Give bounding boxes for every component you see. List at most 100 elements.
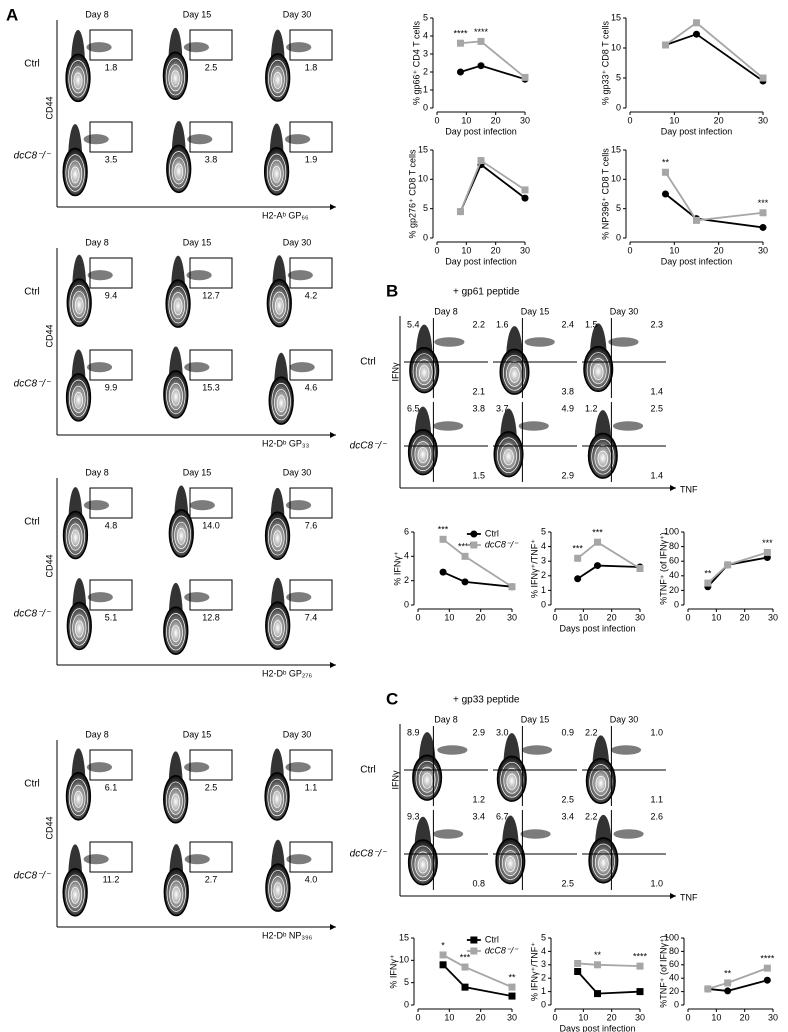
y-tick-label: 0: [541, 999, 546, 1009]
marker: [461, 963, 469, 971]
series-line: [459, 159, 526, 212]
gate: [89, 841, 133, 873]
gate: [89, 579, 133, 611]
y-tick-label: 3: [541, 556, 546, 566]
y-tick-label: 0: [616, 102, 621, 112]
day-header: Day 30: [283, 467, 312, 477]
cell-population: [184, 362, 210, 373]
gate: [89, 29, 133, 61]
gate: [289, 487, 333, 519]
y-tick-label: 3: [541, 959, 546, 969]
contour: [171, 157, 186, 185]
significance: **: [724, 968, 732, 978]
contour: [169, 151, 189, 189]
contour: [274, 389, 289, 417]
quadrant-percent: 3.0: [496, 727, 509, 737]
x-tick-label: 20: [491, 245, 501, 255]
contour: [165, 58, 186, 96]
series-line: [460, 64, 526, 81]
row-label: dcC8⁻/⁻: [350, 441, 387, 452]
quadrant-percent: 2.5: [561, 794, 574, 804]
cell-population: [268, 376, 294, 425]
marker: [477, 157, 485, 165]
cell-population: [87, 592, 113, 603]
marker: [439, 961, 447, 969]
quadrant-percent: 6.5: [407, 403, 420, 413]
significance: ***: [762, 538, 773, 548]
cell-population: [184, 592, 210, 603]
y-tick-label: 0: [423, 102, 428, 112]
y-axis-label: % IFNγ⁺: [392, 551, 402, 586]
x-axis-label: Days post infection: [559, 623, 635, 633]
cell-population: [286, 854, 312, 865]
contour: [69, 284, 89, 323]
x-tick-label: 30: [507, 1012, 517, 1022]
quadrant-percent: 1.4: [650, 386, 663, 396]
contour: [168, 619, 183, 647]
y-tick-label: 4: [541, 541, 546, 551]
y-tick-label: 100: [664, 932, 679, 942]
cell-population: [163, 775, 189, 824]
y-axis-label: CD44: [44, 324, 54, 347]
gate-percent: 7.4: [305, 612, 318, 622]
arrow-head: [670, 485, 676, 491]
contour: [71, 385, 86, 413]
quadrant-percent: 1.5: [585, 319, 598, 329]
gate: [89, 487, 133, 519]
quadrant-percent: 3.8: [472, 403, 485, 413]
gate: [189, 841, 233, 873]
contour: [593, 364, 604, 380]
y-tick-label: 0: [423, 232, 428, 242]
gate: [289, 841, 333, 873]
cell-population: [163, 370, 189, 419]
x-tick-label: 30: [507, 612, 517, 622]
x-tick-label: 30: [635, 612, 645, 622]
marker: [477, 37, 485, 45]
contour: [168, 787, 183, 815]
y-tick-label: 2: [423, 66, 428, 76]
y-tick-label: 2: [541, 973, 546, 983]
contour: [270, 614, 285, 642]
gate-percent: 4.8: [105, 520, 118, 530]
stimulation-label: + gp61 peptide: [453, 287, 520, 298]
contour: [418, 365, 430, 382]
gate: [289, 29, 333, 61]
gate-percent: 14.0: [202, 520, 220, 530]
marker: [693, 216, 700, 224]
cell-population: [407, 839, 438, 886]
significance: ***: [758, 198, 769, 208]
contour: [271, 382, 291, 421]
cell-population: [264, 772, 290, 821]
contour: [171, 70, 180, 88]
contour: [415, 760, 439, 797]
contour: [70, 166, 80, 184]
gate-percent: 3.5: [105, 154, 118, 164]
marker: [508, 992, 516, 1000]
contour: [269, 285, 289, 323]
marker: [763, 548, 771, 556]
day-header: Day 8: [85, 467, 109, 477]
legend-marker: [470, 541, 478, 549]
day-header: Day 30: [283, 729, 312, 739]
significance: **: [704, 568, 712, 578]
contour: [509, 366, 520, 383]
contour: [273, 882, 283, 900]
contour: [417, 447, 429, 464]
y-tick-label: 5: [541, 526, 546, 536]
quadrant-percent: 1.6: [496, 319, 509, 329]
cell-population: [162, 51, 189, 100]
stimulation-label: + gp33 peptide: [453, 695, 520, 706]
day-header: Day 15: [521, 714, 550, 724]
cell-population: [495, 837, 526, 885]
contour: [72, 614, 87, 642]
y-tick-label: 15: [611, 12, 621, 22]
contour: [272, 165, 281, 183]
x-axis-label: TNF: [680, 892, 698, 902]
x-axis-label: H2-Dᵇ GP₃₃: [262, 438, 310, 448]
y-axis-label: CD44: [44, 816, 54, 839]
x-tick-label: 10: [711, 612, 721, 622]
contour: [506, 773, 518, 790]
day-header: Day 30: [610, 714, 639, 724]
row-label: Ctrl: [24, 59, 40, 70]
contour: [171, 515, 191, 554]
